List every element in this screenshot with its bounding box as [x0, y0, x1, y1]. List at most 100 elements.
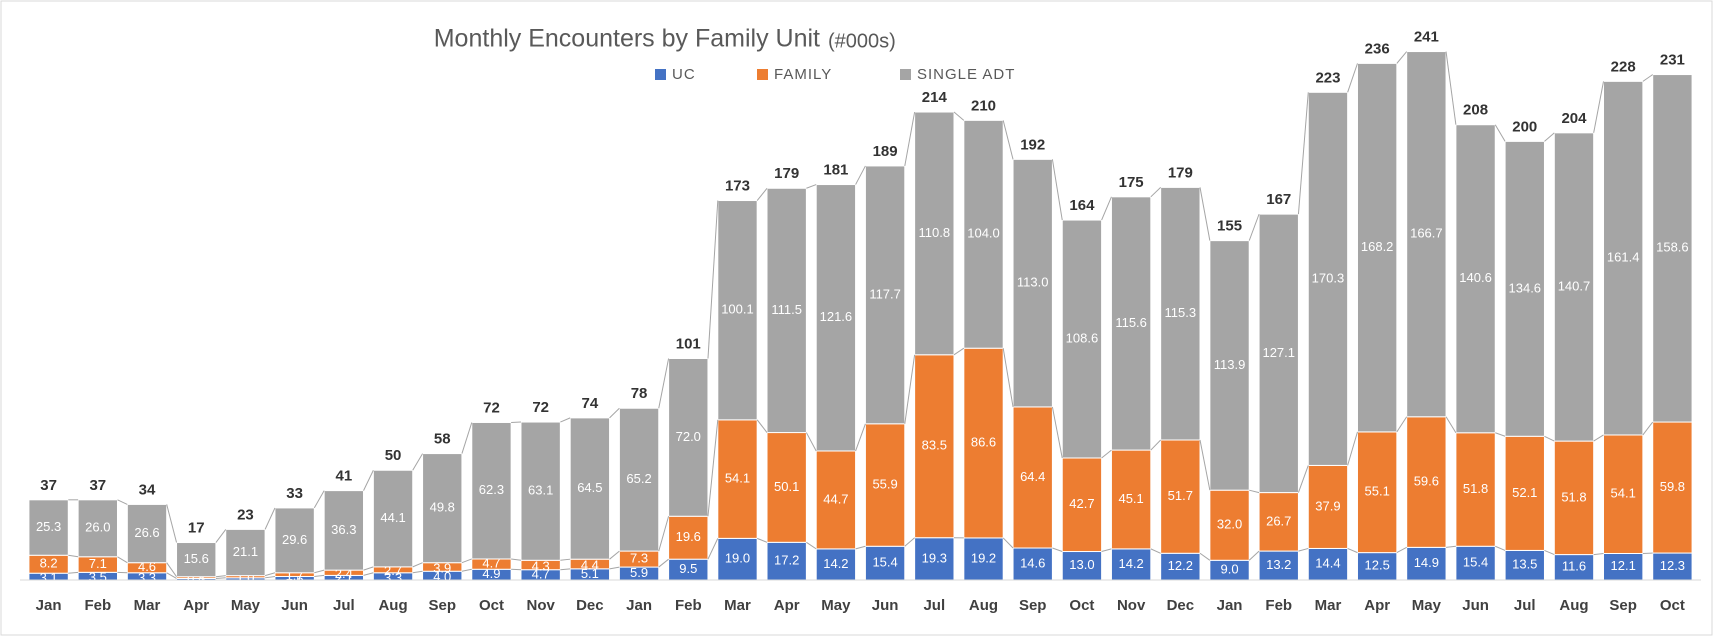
segment-label: 108.6	[1066, 330, 1099, 345]
series-line	[1396, 416, 1408, 433]
segment-label: 12.2	[1168, 558, 1193, 573]
total-label: 204	[1561, 110, 1587, 127]
series-line	[1248, 213, 1260, 241]
bar-segment	[1160, 186, 1201, 441]
total-label: 181	[823, 162, 848, 179]
series-line	[1494, 124, 1506, 142]
bar-segment	[1110, 449, 1152, 550]
segment-label: 51.7	[1168, 488, 1193, 503]
bar-segment	[815, 548, 857, 581]
series-line	[314, 569, 325, 574]
x-tick-label: Nov	[1117, 597, 1146, 614]
segment-label: 110.8	[919, 225, 951, 240]
series-line	[1199, 552, 1211, 561]
bar-segment	[520, 421, 561, 561]
segment-label: 3.1	[40, 570, 58, 585]
x-tick-label: Mar	[724, 597, 751, 614]
bar-segment	[1356, 62, 1398, 433]
x-tick-label: May	[1412, 597, 1442, 614]
total-label: 179	[1168, 164, 1193, 181]
segment-label: 45.1	[1118, 491, 1143, 506]
bar-segment	[1504, 140, 1545, 437]
x-tick-label: Sep	[1019, 597, 1047, 614]
x-tick-label: May	[231, 597, 261, 614]
series-line	[1593, 552, 1604, 556]
series-line	[1051, 406, 1063, 459]
segment-label: 54.1	[1611, 486, 1636, 501]
series-line	[1199, 187, 1211, 241]
bar-segment	[815, 184, 857, 452]
bar-segment	[717, 200, 758, 421]
series-line	[1051, 159, 1063, 221]
series-line	[855, 545, 866, 550]
series-line	[1298, 547, 1309, 552]
bar-segment	[864, 165, 906, 425]
bar-segment	[717, 419, 758, 539]
segment-label: 49.8	[430, 500, 455, 515]
bar-segment	[1652, 421, 1693, 554]
segment-label: 134.6	[1509, 280, 1542, 295]
segment-label: 13.5	[1512, 557, 1537, 572]
series-line	[1347, 63, 1358, 93]
x-tick-label: Apr	[1364, 597, 1390, 614]
x-tick-label: Oct	[479, 597, 504, 614]
series-line	[1544, 132, 1555, 142]
segment-label: 26.0	[85, 520, 110, 535]
series-line	[707, 200, 719, 359]
segment-label: 63.1	[528, 483, 553, 498]
x-tick-label: Jul	[1514, 597, 1536, 614]
segment-label: 140.6	[1459, 270, 1492, 285]
series-line	[461, 422, 473, 454]
x-tick-label: Mar	[134, 597, 161, 614]
bar-segment	[28, 499, 69, 556]
segment-label: 36.3	[331, 522, 356, 537]
series-line	[904, 354, 916, 424]
legend-label: UC	[672, 66, 696, 83]
series-line	[314, 574, 325, 577]
segment-label: 12.1	[1611, 558, 1636, 573]
series-line	[1150, 187, 1162, 198]
series-line	[264, 507, 276, 530]
total-label: 72	[483, 399, 500, 416]
bar-segment	[126, 503, 168, 564]
legend-swatch	[655, 69, 666, 80]
x-tick-label: Jan	[626, 597, 652, 614]
series-line	[1249, 489, 1260, 494]
segment-label: 127.1	[1262, 345, 1295, 360]
segment-label: 64.4	[1020, 469, 1045, 484]
series-line	[1544, 435, 1555, 442]
bar-segment	[815, 450, 857, 550]
segment-label: 55.1	[1365, 484, 1390, 499]
segment-label: 44.7	[823, 491, 848, 506]
segment-label: 86.6	[971, 435, 996, 450]
segment-label: 14.6	[1020, 555, 1045, 570]
bar-segment	[864, 545, 906, 581]
segment-label: 115.3	[1165, 305, 1197, 320]
x-tick-label: Jan	[1217, 597, 1243, 614]
bar-segment	[1061, 457, 1103, 553]
bar-segment	[963, 347, 1004, 539]
legend-label: FAMILY	[774, 66, 832, 83]
bar-segment	[1406, 546, 1447, 581]
total-label: 173	[725, 178, 750, 195]
segment-label: 72.0	[676, 429, 701, 444]
segment-label: 50.1	[774, 479, 799, 494]
series-line	[707, 419, 719, 517]
series-line	[707, 538, 719, 560]
series-line	[1347, 431, 1358, 466]
segment-label: 14.2	[823, 556, 848, 571]
series-line	[609, 566, 620, 570]
segment-label: 170.3	[1312, 270, 1345, 285]
segment-label: 117.7	[869, 286, 901, 301]
segment-label: 25.3	[36, 519, 61, 534]
bar-segment	[1209, 240, 1250, 491]
segment-label: 15.4	[872, 555, 897, 570]
segment-label: 104.0	[967, 226, 1000, 241]
series-line	[1101, 449, 1112, 459]
series-line	[215, 529, 227, 543]
series-line	[756, 419, 768, 433]
series-line	[412, 570, 423, 574]
segment-label: 19.0	[725, 551, 750, 566]
bar-segment	[1652, 74, 1693, 423]
